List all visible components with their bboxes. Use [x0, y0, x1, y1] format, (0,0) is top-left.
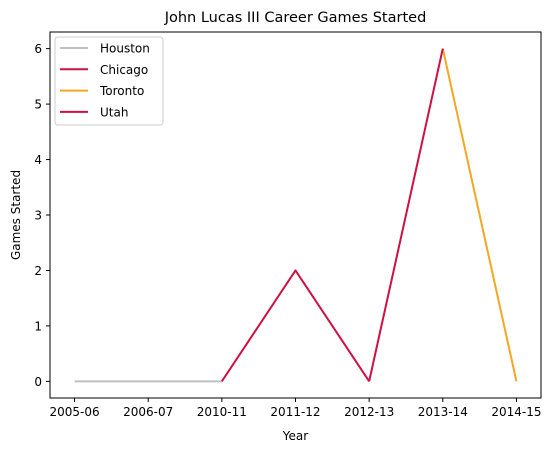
y-tick-label: 1 — [34, 319, 42, 333]
x-tick-label: 2014-15 — [491, 405, 541, 419]
legend-label-chicago: Chicago — [100, 63, 148, 77]
x-tick-label: 2010-11 — [197, 405, 247, 419]
series-line-utah — [368, 48, 444, 382]
y-tick-label: 0 — [34, 375, 42, 389]
y-axis-label: Games Started — [9, 170, 23, 260]
y-tick-label: 6 — [34, 42, 42, 56]
legend-label-utah: Utah — [100, 105, 128, 119]
x-tick-label: 2005-06 — [49, 405, 99, 419]
series-line-chicago — [221, 269, 370, 382]
legend-label-houston: Houston — [100, 42, 150, 56]
series-line-toronto — [441, 48, 518, 382]
x-tick-label: 2012-13 — [344, 405, 394, 419]
x-tick-label: 2011-12 — [270, 405, 320, 419]
x-tick-label: 2013-14 — [418, 405, 468, 419]
series-layer — [74, 48, 518, 383]
legend-label-toronto: Toronto — [99, 84, 144, 98]
x-tick-label: 2006-07 — [123, 405, 173, 419]
x-axis-label: Year — [282, 429, 308, 443]
legend: Houston Chicago Toronto Utah — [54, 36, 164, 126]
x-axis: 2005-06 2006-07 2010-11 2011-12 2012-13 2013-… — [49, 398, 542, 419]
y-tick-label: 5 — [34, 98, 42, 112]
y-tick-label: 2 — [34, 264, 42, 278]
y-tick-label: 4 — [34, 153, 42, 167]
y-axis: 0 1 2 3 4 5 6 — [34, 42, 50, 389]
legend-box — [54, 36, 164, 126]
chart-title: John Lucas III Career Games Started — [164, 10, 427, 26]
y-tick-label: 3 — [34, 209, 42, 223]
